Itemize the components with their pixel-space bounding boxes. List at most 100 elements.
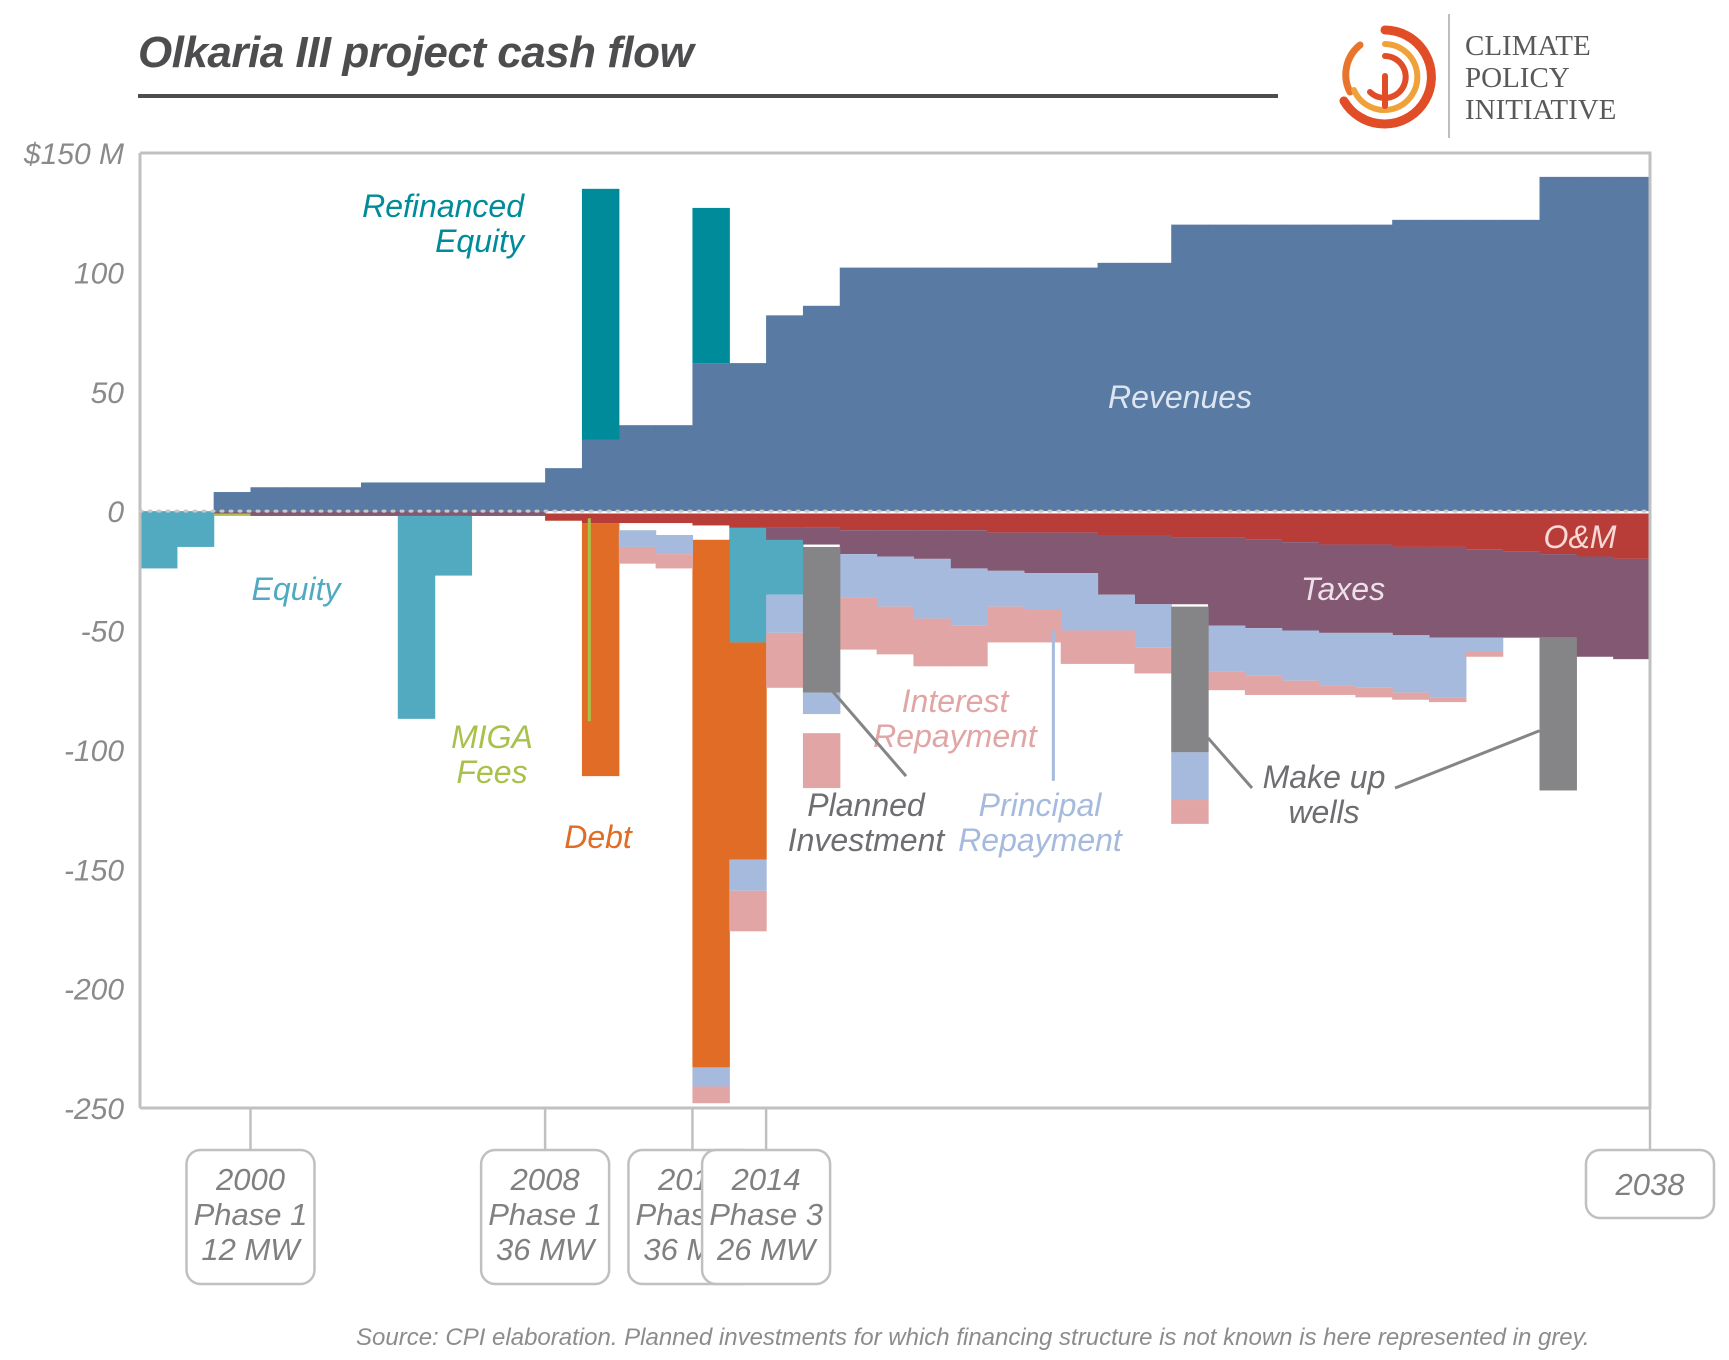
om-bar (876, 513, 915, 531)
y-tick-label: -50 (81, 616, 125, 649)
om-label-line: O&M (1544, 519, 1617, 555)
equity-bar (176, 511, 215, 547)
interest-bar (1023, 609, 1062, 643)
taxes-bar (802, 527, 841, 545)
revenues-bar (1171, 224, 1209, 512)
plot-frame (138, 151, 1652, 1108)
source-note: Source: CPI elaboration. Planned investm… (356, 1324, 1590, 1351)
taxes-bar (950, 530, 988, 569)
revenues-bar (287, 487, 325, 512)
interest-bar (987, 606, 1025, 643)
om-bar (1318, 513, 1356, 545)
om-bar (987, 513, 1025, 533)
interest-bar (729, 890, 767, 932)
interest-bar (1171, 800, 1209, 824)
interest-bar (1318, 685, 1356, 695)
interest-bar (802, 733, 841, 789)
equity-bar (434, 511, 473, 576)
taxes-bar (1060, 532, 1099, 574)
taxes-bar (1613, 558, 1651, 660)
planned-label-line: Investment (788, 822, 946, 858)
interest-bar (1208, 671, 1246, 691)
principal-bar (1097, 594, 1135, 631)
om-bar (1208, 513, 1246, 538)
x-tick-label: 12 MW (201, 1232, 302, 1267)
interest-label: Interest Repayment (873, 683, 1038, 754)
bars-layer (140, 176, 1651, 1104)
interest-bar (950, 625, 988, 667)
interest-series (618, 546, 1504, 1104)
taxes-bar (1392, 546, 1430, 636)
taxes-bar (987, 532, 1025, 571)
revenues-bar (950, 267, 988, 512)
om-bar (1134, 513, 1172, 535)
y-tick-label: 50 (91, 377, 125, 410)
om-bar (1244, 513, 1283, 540)
principal-bar (729, 859, 767, 891)
title-underline (138, 94, 1278, 98)
om-bar (1355, 513, 1393, 545)
makeup-leader-line (1206, 736, 1254, 789)
om-bar (766, 513, 804, 528)
taxes-bar (839, 530, 878, 555)
makeup-leader-line (1394, 729, 1541, 790)
x-tick-label: 26 MW (716, 1232, 818, 1267)
om-bar (839, 513, 878, 531)
principal-bar (1429, 637, 1467, 698)
taxes-bar (766, 527, 804, 540)
interest-bar (1281, 680, 1320, 695)
x-tick-label: Phase 1 (488, 1197, 602, 1232)
x-label-box (185, 1148, 316, 1286)
x-tick-label: 36 MW (496, 1232, 597, 1267)
debt-label: Debt (564, 819, 633, 855)
interest-bar (1392, 692, 1430, 700)
interest-label-line: Repayment (873, 718, 1038, 754)
x-tick-label: 2014 (731, 1162, 801, 1197)
logo-line: POLICY (1465, 62, 1570, 94)
revenues-bar (1208, 224, 1246, 512)
om-bar (618, 513, 657, 524)
makeup-label-line: wells (1288, 794, 1359, 830)
principal-bar (802, 692, 841, 715)
taxes-bar (1576, 556, 1614, 657)
y-tick-label: 0 (107, 496, 124, 529)
planned-bar (1539, 637, 1577, 791)
revenues-bar (213, 492, 252, 512)
makeup-label: Make up wells (1263, 759, 1386, 830)
debt-bar (581, 523, 620, 777)
interest-bar (1134, 647, 1172, 674)
revenues-bar (655, 425, 694, 512)
revenues-bar (397, 482, 436, 512)
planned-leader-line (820, 677, 908, 778)
taxes-bar (1208, 537, 1246, 626)
refinanced_equity-bar (692, 207, 730, 364)
om-bar (692, 513, 730, 526)
revenues-bar (839, 267, 878, 512)
x-tick-label: Phase 3 (709, 1197, 823, 1232)
interest-bar (1097, 630, 1135, 664)
revenues-bar (1613, 176, 1651, 512)
taxes-bar (1023, 532, 1062, 574)
taxes-bar (1465, 549, 1504, 638)
equity-bar (729, 527, 767, 643)
logo-wordmark: CLIMATE POLICY INITIATIVE (1465, 30, 1616, 126)
principal-bar (1392, 635, 1430, 693)
om-bar (729, 513, 767, 528)
taxes-label-line: Taxes (1301, 571, 1385, 607)
equity-label: Equity (252, 571, 343, 607)
principal-bar (950, 568, 988, 626)
taxes-bar (1429, 546, 1467, 638)
om-bar (1060, 513, 1099, 533)
om-bar (1097, 513, 1135, 535)
x-tick-label: 2000 (215, 1162, 285, 1197)
chart-title: Olkaria III project cash flow (138, 28, 694, 77)
refinanced_equity-series (581, 188, 730, 440)
taxes-bar (1502, 551, 1541, 638)
interest-bar (1244, 675, 1283, 695)
revenues-bar (618, 425, 657, 512)
interest-bar (1355, 687, 1393, 698)
principal-bar (1208, 625, 1246, 672)
taxes-series (213, 511, 1651, 660)
principal-label: Principal Repayment (958, 787, 1123, 858)
